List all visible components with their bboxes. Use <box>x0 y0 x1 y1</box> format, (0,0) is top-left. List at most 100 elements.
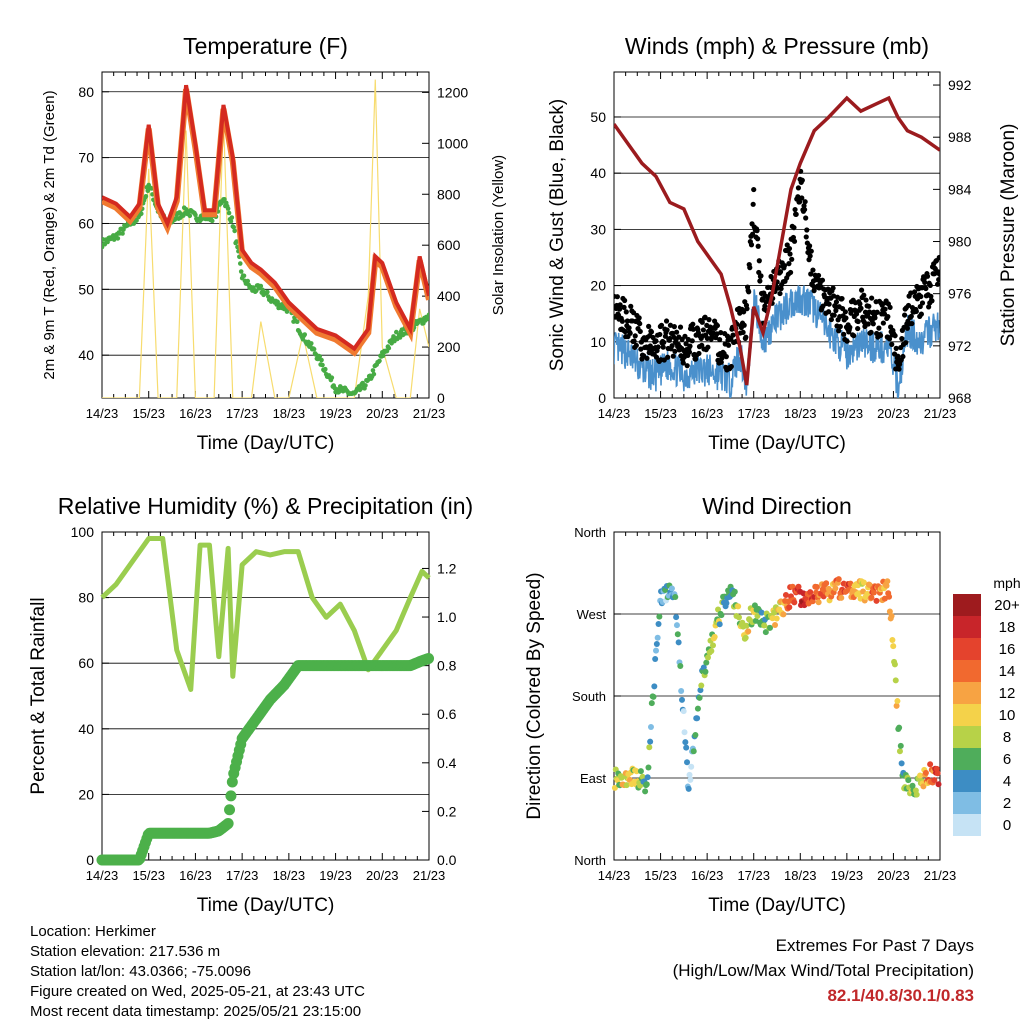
direction-point <box>637 782 644 789</box>
direction-point <box>675 639 682 646</box>
wind-ytick-label: 30 <box>590 221 606 237</box>
rh-ytick-right-label: 0.4 <box>437 755 457 771</box>
wind-frame <box>613 71 941 399</box>
direction-point <box>685 785 692 792</box>
gust-point <box>830 285 836 291</box>
dewpoint-point <box>232 228 237 234</box>
legend-label: 14 <box>999 663 1016 680</box>
legend-label: 16 <box>999 641 1016 658</box>
gust-point <box>638 346 644 352</box>
gust-point <box>744 306 750 312</box>
gust-point <box>690 326 696 332</box>
gust-point <box>847 324 853 330</box>
direction-point <box>674 631 681 638</box>
dewpoint-point <box>380 353 386 358</box>
gust-point <box>704 335 710 341</box>
temp-series <box>102 79 429 398</box>
gust-point <box>667 322 674 328</box>
temp-xtick-label: 14/23 <box>86 406 119 421</box>
gust-point <box>865 321 871 327</box>
temp-xtick-label: 18/23 <box>273 406 306 421</box>
legend-swatch <box>953 704 981 726</box>
gust-point <box>905 302 912 309</box>
wind-xtick-label: 16/23 <box>691 406 724 421</box>
dewpoint-point <box>370 368 376 373</box>
gust-point <box>841 331 847 337</box>
gust-point <box>671 324 677 330</box>
direction-point <box>935 781 942 788</box>
wind-ytick-right-label: 968 <box>948 390 972 406</box>
rh-ytick-label: 100 <box>71 524 95 540</box>
gust-point <box>750 201 756 207</box>
gust-point <box>741 309 747 315</box>
gust-point <box>627 330 633 336</box>
direction-point <box>652 655 659 662</box>
gust-point <box>686 349 693 355</box>
direction-point <box>645 764 652 771</box>
gust-point <box>833 299 840 305</box>
gust-point <box>633 342 639 349</box>
direction-point <box>708 647 715 654</box>
wind-ytick-label: 20 <box>590 278 606 294</box>
direction-point <box>644 774 651 781</box>
legend-label: 6 <box>1003 751 1011 768</box>
wind-ylabel-right: Station Pressure (Maroon) <box>998 124 1019 347</box>
gust-point <box>832 303 838 309</box>
gust-point <box>699 319 705 325</box>
direction-point <box>678 696 685 703</box>
direction-point <box>931 777 938 784</box>
gust-point <box>799 177 805 183</box>
dir-xtick-label: 19/23 <box>831 868 864 883</box>
temp-xtick-label: 19/23 <box>319 406 352 421</box>
gust-point <box>692 356 699 362</box>
direction-point <box>688 763 695 770</box>
gust-point <box>648 329 655 335</box>
direction-point <box>672 594 679 601</box>
gust-point <box>912 289 918 295</box>
direction-point <box>892 677 899 684</box>
gust-point <box>826 309 832 315</box>
rh-ytick-label: 80 <box>78 590 94 606</box>
gust-point <box>803 234 809 240</box>
legend-swatch <box>953 726 981 748</box>
dewpoint-point <box>302 332 308 337</box>
gust-point <box>836 328 842 334</box>
dewpoint-point <box>238 269 244 274</box>
direction-point <box>884 578 891 585</box>
direction-point <box>791 599 798 606</box>
direction-point <box>893 702 900 709</box>
gust-point <box>924 273 931 279</box>
wind-ytick-right-label: 980 <box>948 234 972 250</box>
direction-point <box>698 682 705 689</box>
wind-xtick-label: 19/23 <box>831 406 864 421</box>
gust-point <box>926 304 932 310</box>
wind-ytick-right-label: 988 <box>948 129 972 145</box>
dewpoint-point <box>426 312 429 318</box>
wind-ytick-right-label: 972 <box>948 338 972 354</box>
precip-point <box>226 776 238 788</box>
direction-point <box>758 609 765 616</box>
gust-point <box>683 341 689 347</box>
rh-xtick-label: 20/23 <box>366 868 399 883</box>
gust-point <box>801 206 808 213</box>
gust-point <box>893 345 899 351</box>
gust-point <box>718 359 724 365</box>
gust-point <box>690 321 696 327</box>
gust-point <box>868 329 874 335</box>
dewpoint-point <box>193 212 198 218</box>
direction-series <box>611 576 942 798</box>
dewpoint-point <box>105 239 110 245</box>
dewpoint-point <box>226 210 232 216</box>
gust-point <box>929 298 935 304</box>
rh-ytick-right-label: 1.2 <box>437 560 457 576</box>
gust-point <box>669 343 675 349</box>
legend-swatch <box>953 594 981 616</box>
gust-point <box>667 335 673 342</box>
direction-point <box>703 659 710 666</box>
rh-xlabel: Time (Day/UTC) <box>197 895 335 916</box>
gust-point <box>680 360 686 366</box>
direction-point <box>668 585 675 592</box>
direction-point <box>772 621 779 628</box>
gust-point <box>758 273 764 279</box>
legend-swatch <box>953 748 981 770</box>
